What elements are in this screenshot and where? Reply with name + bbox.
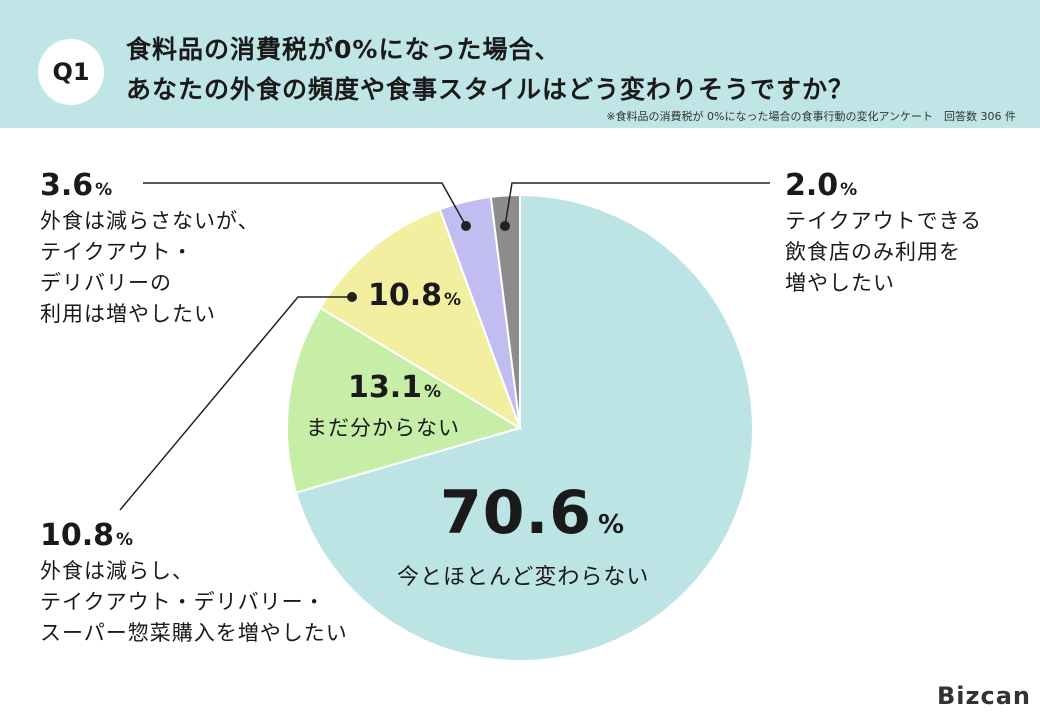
survey-note: ※食料品の消費税が 0%になった場合の食事行動の変化アンケート 回答数 306 … <box>606 110 1016 123</box>
label-line: 飲食店のみ利用を <box>785 240 961 264</box>
value-label-70-6: 70.6% <box>440 478 626 548</box>
header: Q1 食料品の消費税が0%になった場合、 あなたの外食の頻度や食事スタイルはどう… <box>0 0 1040 128</box>
label-line: デリバリーの <box>40 271 172 295</box>
leader-dot-2-0 <box>500 221 510 231</box>
title-line-2: あなたの外食の頻度や食事スタイルはどう変わりそうですか？ <box>126 75 855 104</box>
label-line: テイクアウトできる <box>785 209 983 233</box>
label-line: 利用は増やしたい <box>40 302 216 326</box>
label-line: 外食は減らし、 <box>40 559 194 583</box>
question-title: 食料品の消費税が0%になった場合、 あなたの外食の頻度や食事スタイルはどう変わり… <box>126 30 854 110</box>
label-3-6: 3.6% 外食は減らさないが、 テイクアウト・ デリバリーの 利用は増やしたい <box>40 170 260 330</box>
value-label-10-8-inner: 10.8% <box>368 278 462 313</box>
label-line: 増やしたい <box>785 271 895 295</box>
pie-slice-2 <box>318 207 522 431</box>
title-line-1: 食料品の消費税が0%になった場合、 <box>126 35 561 64</box>
leader-line-10-8 <box>119 296 352 511</box>
label-line: スーパー惣菜購入を増やしたい <box>40 621 348 645</box>
leader-dot-10-8 <box>347 292 357 302</box>
category-label-unchanged: 今とほとんど変わらない <box>397 565 650 590</box>
pie-slice-0 <box>294 193 754 662</box>
label-line: テイクアウト・デリバリー・ <box>40 590 326 614</box>
label-line: 外食は減らさないが、 <box>40 209 260 233</box>
value-label-13-1: 13.1% <box>348 370 442 405</box>
leader-dot-3-6 <box>461 221 471 231</box>
question-badge: Q1 <box>38 39 104 105</box>
leader-line-3-6 <box>143 182 467 227</box>
label-2-0: 2.0% テイクアウトできる 飲食店のみ利用を 増やしたい <box>785 170 982 299</box>
label-line: テイクアウト・ <box>40 240 194 264</box>
leader-line-2-0 <box>504 182 770 227</box>
pie-slice-1 <box>286 306 523 494</box>
bizcan-logo: Bizcan <box>937 682 1031 710</box>
label-10-8: 10.8% 外食は減らし、 テイクアウト・デリバリー・ スーパー惣菜購入を増やし… <box>40 520 348 649</box>
pie-slice-4 <box>489 193 521 429</box>
category-label-undecided: まだ分からない <box>306 416 460 440</box>
